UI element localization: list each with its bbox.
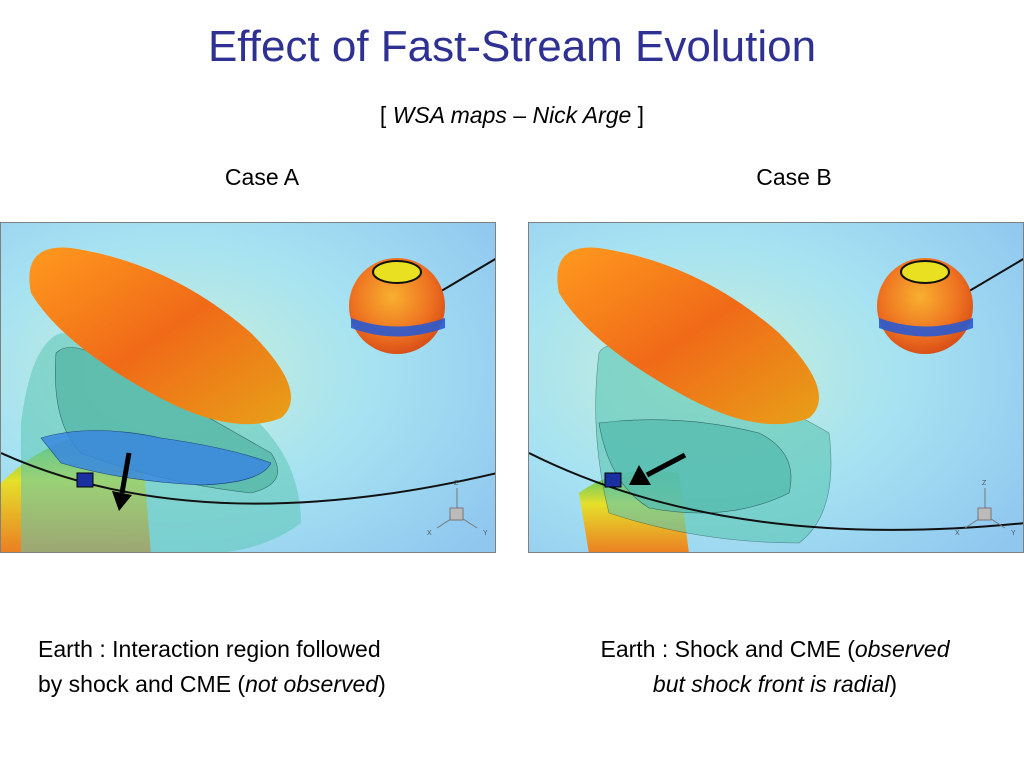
subtitle-dash: – [506,102,533,128]
case-a-simulation-image: Z X Y [0,222,496,553]
axis-y-label-a: Y [483,530,488,537]
case-b-caption: Earth : Shock and CME (observed but shoc… [540,632,1010,702]
axis-x-label-a: X [427,530,432,537]
slide-subtitle: [ WSA maps – Nick Arge ] [0,102,1024,129]
case-b-caption-prefix: Earth : Shock and CME ( [600,636,855,662]
case-a-label: Case A [224,164,300,190]
case-b-caption-italic2: but shock front is radial [652,671,890,697]
subtitle-source: WSA maps [392,102,507,128]
case-a-caption-prefix: by shock and CME ( [38,671,246,697]
case-b-caption-italic1: observed [854,636,950,662]
case-a-caption-italic: not observed [245,671,379,697]
axis-triad-b [964,488,1006,529]
axis-triad-a [436,488,478,529]
case-b-label: Case B [756,164,832,190]
axis-x-label-b: X [955,530,960,537]
case-a-caption-suffix: ) [378,671,386,697]
axis-y-label-b: Y [1011,530,1016,537]
case-b-caption-line1: Earth : Shock and CME (observed [540,632,1010,667]
case-a-caption-line1: Earth : Interaction region followed [38,636,381,662]
case-a-caption: Earth : Interaction region followed by s… [38,632,386,702]
case-b-caption-suffix: ) [889,671,898,697]
subtitle-open: [ [379,102,393,128]
case-a-caption-line2: by shock and CME (not observed) [38,667,386,702]
axis-z-label-b: Z [982,480,987,487]
case-b-caption-line2: but shock front is radial) [540,667,1010,702]
case-b-simulation-image: Z X Y [528,222,1024,553]
subtitle-author: Nick Arge [532,102,632,128]
subtitle-close: ] [631,102,645,128]
axis-z-label-a: Z [454,480,459,487]
slide-title: Effect of Fast-Stream Evolution [207,22,817,71]
